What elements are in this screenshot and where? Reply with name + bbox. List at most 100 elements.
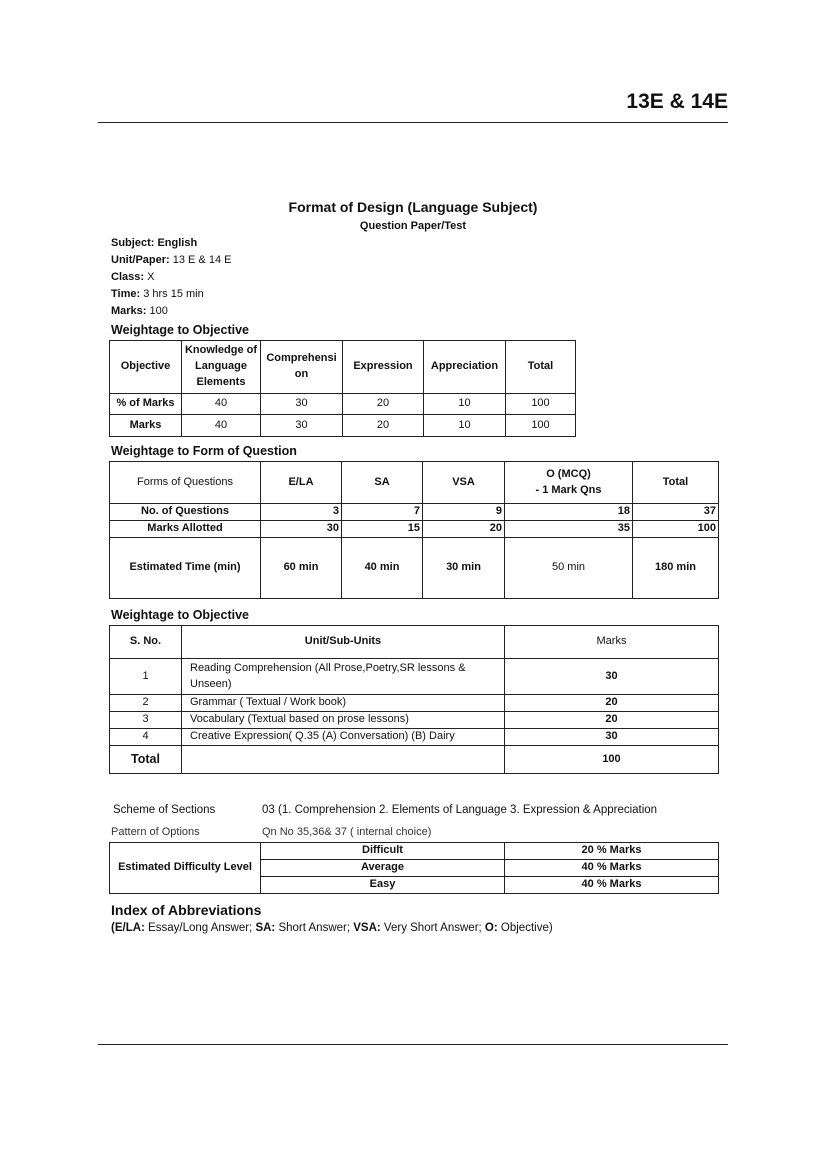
- cell: 100: [504, 745, 719, 774]
- cell: 37: [632, 503, 719, 521]
- header-cell: Objective: [109, 340, 182, 394]
- table-row: Estimated Time (min) 60 min 40 min 30 min 50…: [109, 537, 719, 599]
- page-subtitle: Question Paper/Test: [359, 220, 467, 232]
- cell: 9: [422, 503, 505, 521]
- meta-unit: Unit/Paper: 13 E & 14 E: [111, 254, 232, 266]
- table-row: 4 Creative Expression( Q.35 (A) Conversat…: [109, 728, 719, 746]
- cell: Reading Comprehension (All Prose,Poetry,…: [181, 658, 505, 695]
- form-heading: Weightage to Form of Question: [111, 444, 297, 458]
- cell: 3: [260, 503, 342, 521]
- cell: 50 min: [504, 537, 633, 599]
- cell: 18: [504, 503, 633, 521]
- cell: 7: [341, 503, 423, 521]
- table-row: % of Marks 40 30 20 10 100: [109, 393, 576, 415]
- table-row: 1 Reading Comprehension (All Prose,Poetry…: [109, 658, 719, 695]
- cell: Total: [109, 745, 182, 774]
- cell: 20: [504, 694, 719, 712]
- cell: 3: [109, 711, 182, 729]
- table-row: Easy 40 % Marks: [110, 876, 719, 894]
- header-rule: [98, 122, 728, 123]
- cell: 40: [181, 393, 261, 415]
- table-header-row: S. No. Unit/Sub-Units Marks: [109, 625, 719, 659]
- pattern-label: Pattern of Options: [111, 826, 200, 838]
- cell: 40: [181, 414, 261, 437]
- cell: 30: [260, 414, 343, 437]
- cell: 30: [260, 393, 343, 415]
- table-row: Marks Allotted 30 15 20 35 100: [109, 520, 719, 538]
- cell: Grammar ( Textual / Work book): [181, 694, 505, 712]
- table-row: Estimated Difficulty Level Difficult 20 %…: [109, 842, 719, 894]
- cell: 40 % Marks: [504, 876, 719, 894]
- cell: Estimated Difficulty Level: [109, 842, 261, 894]
- pattern-value: Qn No 35,36& 37 ( internal choice): [262, 826, 432, 838]
- cell: 180 min: [632, 537, 719, 599]
- table-row: No. of Questions 3 7 9 18 37: [109, 503, 719, 521]
- cell: 1: [109, 658, 182, 695]
- units-heading: Weightage to Objective: [111, 608, 249, 622]
- cell: 30: [504, 728, 719, 746]
- meta-marks: Marks: 100: [111, 305, 168, 317]
- scheme-value: 03 (1. Comprehension 2. Elements of Lang…: [262, 804, 658, 816]
- form-table: Forms of Questions E/LA SA VSA O (MCQ) - …: [109, 461, 719, 599]
- table-row: 2 Grammar ( Textual / Work book) 20: [109, 694, 719, 712]
- header-cell: VSA: [422, 461, 505, 504]
- header-cell: Appreciation: [423, 340, 506, 394]
- abbrev-list: (E/LA: Essay/Long Answer; SA: Short Answ…: [111, 922, 553, 934]
- header-cell: Comprehensi on: [260, 340, 343, 394]
- objective-heading: Weightage to Objective: [111, 323, 249, 337]
- cell: Vocabulary (Textual based on prose lesso…: [181, 711, 505, 729]
- header-cell: O (MCQ) - 1 Mark Qns: [504, 461, 633, 504]
- cell: 35: [504, 520, 633, 538]
- footer-rule: [98, 1044, 728, 1045]
- scheme-label: Scheme of Sections: [113, 804, 216, 816]
- cell: 10: [423, 393, 506, 415]
- cell: [181, 745, 505, 774]
- cell: 20: [504, 711, 719, 729]
- cell: 30 min: [422, 537, 505, 599]
- header-cell: Expression: [342, 340, 424, 394]
- meta-class: Class: X: [111, 271, 155, 283]
- header-cell: Total: [632, 461, 719, 504]
- cell: % of Marks: [109, 393, 182, 415]
- cell: 20: [422, 520, 505, 538]
- table-header-row: Objective Knowledge of Language Elements…: [109, 340, 576, 394]
- header-cell: Knowledge of Language Elements: [181, 340, 261, 394]
- meta-time: Time: 3 hrs 15 min: [111, 288, 204, 300]
- units-table: S. No. Unit/Sub-Units Marks 1 Reading Com…: [109, 625, 719, 774]
- cell: 2: [109, 694, 182, 712]
- table-header-row: Forms of Questions E/LA SA VSA O (MCQ) - …: [109, 461, 719, 504]
- page-title: Format of Design (Language Subject): [288, 199, 538, 215]
- cell: Difficult: [260, 842, 505, 860]
- difficulty-table: Estimated Difficulty Level Difficult 20 %…: [109, 842, 719, 894]
- meta-block: Subject: English Unit/Paper: 13 E & 14 E…: [111, 235, 231, 320]
- header-cell: SA: [341, 461, 423, 504]
- header-cell: Unit/Sub-Units: [181, 625, 505, 659]
- cell: 20: [342, 393, 424, 415]
- cell: 100: [505, 414, 576, 437]
- header-cell: E/LA: [260, 461, 342, 504]
- header-cell: Total: [505, 340, 576, 394]
- cell: 30: [260, 520, 342, 538]
- table-row: Marks 40 30 20 10 100: [109, 414, 576, 437]
- cell: 30: [504, 658, 719, 695]
- cell: 100: [505, 393, 576, 415]
- cell: Average: [260, 859, 505, 877]
- header-cell: Forms of Questions: [109, 461, 261, 504]
- header-cell: Marks: [504, 625, 719, 659]
- cell: No. of Questions: [109, 503, 261, 521]
- objective-table: Objective Knowledge of Language Elements…: [109, 340, 576, 437]
- total-row: Total 100: [109, 745, 719, 774]
- cell: Marks Allotted: [109, 520, 261, 538]
- cell: 4: [109, 728, 182, 746]
- cell: 20: [342, 414, 424, 437]
- cell: Creative Expression( Q.35 (A) Conversati…: [181, 728, 505, 746]
- abbrev-heading: Index of Abbreviations: [111, 902, 262, 918]
- cell: Marks: [109, 414, 182, 437]
- paper-code: 13E & 14E: [626, 90, 728, 113]
- cell: 20 % Marks: [504, 842, 719, 860]
- table-row: 3 Vocabulary (Textual based on prose less…: [109, 711, 719, 729]
- cell: Easy: [260, 876, 505, 894]
- cell: Estimated Time (min): [109, 537, 261, 599]
- cell: 15: [341, 520, 423, 538]
